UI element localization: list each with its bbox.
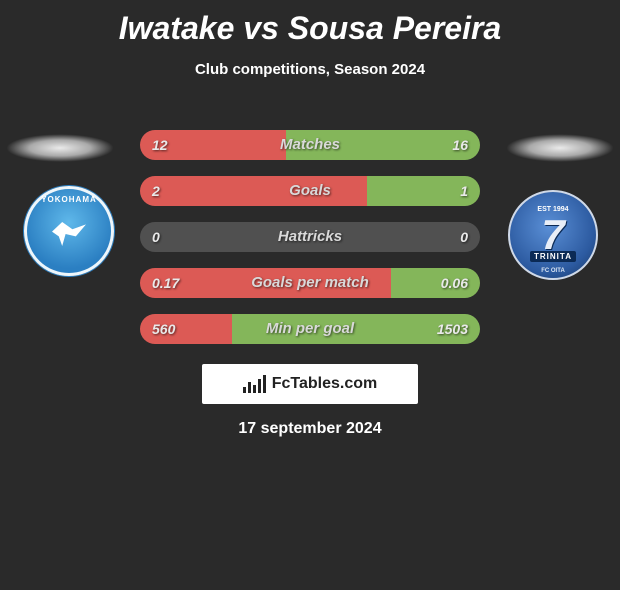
- club-badge-left: YOKOHAMA: [24, 186, 114, 276]
- club-left-shadow: [6, 134, 114, 162]
- stat-label: Min per goal: [140, 314, 480, 344]
- date-label: 17 september 2024: [0, 420, 620, 438]
- stat-label: Goals per match: [140, 268, 480, 298]
- stat-label: Goals: [140, 176, 480, 206]
- stat-row: 00Hattricks: [140, 222, 480, 252]
- stat-rows: 1216Matches 21Goals 00Hattricks 0.170.06Goa…: [140, 130, 480, 360]
- club-badge-right: EST 1994 7 TRINITA FC OITA: [508, 190, 598, 280]
- stat-row: 5601503Min per goal: [140, 314, 480, 344]
- club-right-est: EST 1994: [537, 206, 568, 213]
- stat-row: 0.170.06Goals per match: [140, 268, 480, 298]
- subtitle: Club competitions, Season 2024: [0, 61, 620, 78]
- club-right-name: TRINITA: [530, 251, 576, 262]
- stat-label: Matches: [140, 130, 480, 160]
- brand-text: FcTables.com: [272, 375, 378, 393]
- page-title: Iwatake vs Sousa Pereira: [0, 10, 620, 47]
- brand-box[interactable]: FcTables.com: [202, 364, 418, 404]
- stat-row: 1216Matches: [140, 130, 480, 160]
- stat-label: Hattricks: [140, 222, 480, 252]
- club-right-shadow: [506, 134, 614, 162]
- stat-row: 21Goals: [140, 176, 480, 206]
- seven-icon: 7: [541, 214, 564, 256]
- bird-icon: [52, 222, 86, 246]
- club-left-name: YOKOHAMA: [34, 195, 104, 204]
- club-right-sub: FC OITA: [541, 268, 565, 274]
- chart-icon: [243, 375, 266, 393]
